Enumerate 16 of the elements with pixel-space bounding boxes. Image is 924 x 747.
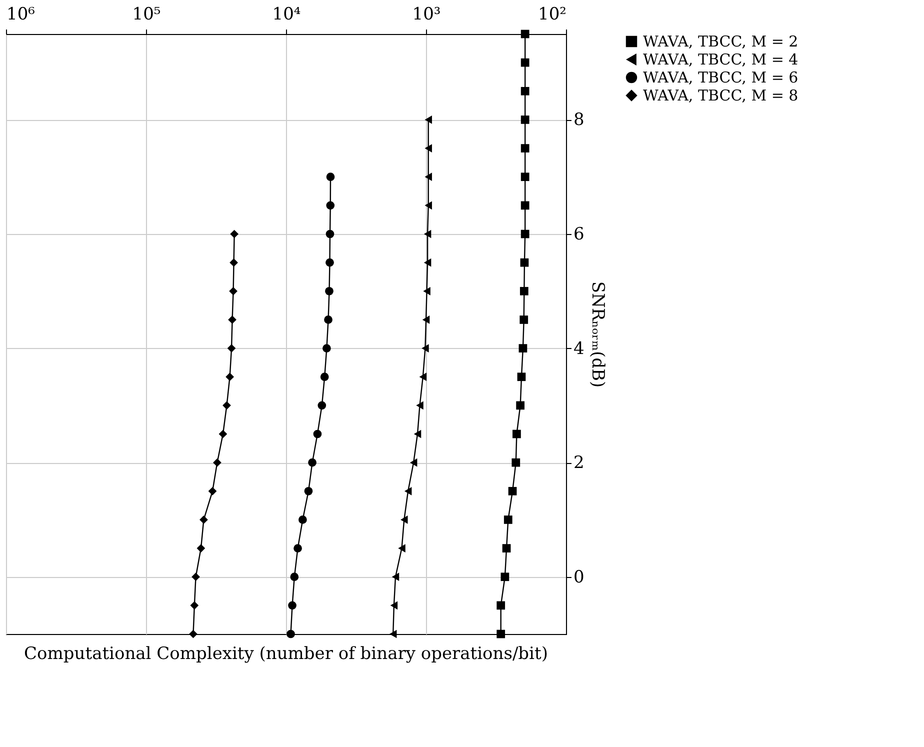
y-tick-label: 6 xyxy=(574,224,584,244)
x-axis-title: Computational Complexity (number of binary operations/bit) xyxy=(24,644,548,664)
x-tick-label: 10³ xyxy=(412,4,441,24)
x-tick-label: 10⁴ xyxy=(272,4,301,24)
legend-label: WAVA, TBCC, M = 8 xyxy=(643,86,798,104)
x-tick-label: 10⁶ xyxy=(6,4,36,24)
legend-label: WAVA, TBCC, M = 6 xyxy=(643,68,798,86)
legend-label: WAVA, TBCC, M = 4 xyxy=(643,50,798,68)
legend-label: WAVA, TBCC, M = 2 xyxy=(643,32,798,50)
x-tick-label: 10² xyxy=(538,4,566,24)
x-tick-label: 10⁵ xyxy=(132,4,161,24)
y-tick-label: 4 xyxy=(574,338,584,359)
y-tick-label: 2 xyxy=(574,453,584,474)
y-tick-label: 8 xyxy=(574,110,584,130)
y-tick-label: 0 xyxy=(574,567,584,588)
y-axis-title: SNRₙₒᵣₘ(dB) xyxy=(587,281,608,388)
